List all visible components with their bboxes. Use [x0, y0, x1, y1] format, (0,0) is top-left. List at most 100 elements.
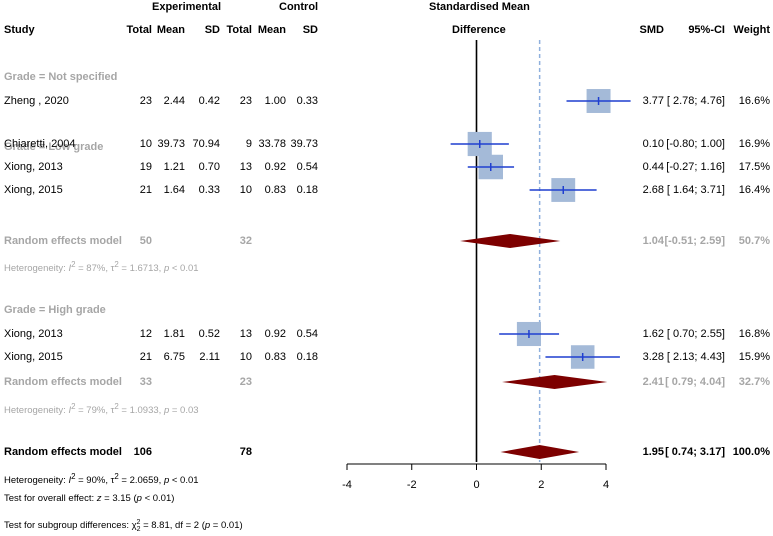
mean-e: 2.44	[163, 95, 185, 107]
study-name: Xiong, 2015	[4, 184, 63, 196]
summary-label: Random effects model	[4, 376, 122, 388]
summary-weight: 32.7%	[738, 376, 770, 388]
header-difference: Difference	[452, 24, 506, 36]
sd-e: 0.70	[198, 161, 220, 173]
total-e: 19	[139, 161, 152, 173]
header-sd-c: SD	[302, 24, 318, 36]
mean-e: 1.81	[163, 328, 185, 340]
header-mean-c: Mean	[257, 24, 286, 36]
smd-value: 2.68	[642, 184, 664, 196]
summary-total-e: 33	[139, 376, 152, 388]
header-weight: Weight	[733, 24, 770, 36]
mean-e: 39.73	[157, 138, 185, 150]
ci-value: [ 2.78; 4.76]	[666, 95, 725, 107]
overall-ci: [ 0.74; 3.17]	[665, 446, 725, 458]
header-smd-title: Standardised Mean	[429, 1, 530, 13]
total-e: 12	[139, 328, 152, 340]
group-label-not-specified: Grade = Not specified	[4, 71, 118, 83]
study-name: Zheng , 2020	[4, 95, 69, 107]
total-c: 23	[239, 95, 252, 107]
overall-weight: 100.0%	[732, 446, 770, 458]
mean-e: 6.75	[163, 351, 185, 363]
x-tick-label: -2	[407, 479, 417, 491]
overall-total-e: 106	[133, 446, 152, 458]
summary-total-c: 32	[239, 235, 252, 247]
total-e: 23	[139, 95, 152, 107]
sd-e: 2.11	[199, 351, 220, 363]
ci-value: [ 0.70; 2.55]	[666, 328, 725, 340]
ci-value: [-0.80; 1.00]	[666, 138, 725, 150]
header-sd-e: SD	[204, 24, 220, 36]
study-name: Chiaretti, 2004	[4, 138, 76, 150]
header-mean-e: Mean	[156, 24, 185, 36]
header-experimental: Experimental	[152, 1, 222, 13]
overall-total-c: 78	[239, 446, 252, 458]
study-name: Xiong, 2015	[4, 351, 63, 363]
weight-value: 16.8%	[738, 328, 770, 340]
header-total-e: Total	[126, 24, 152, 36]
mean-e: 1.21	[163, 161, 185, 173]
summary-diamond	[459, 234, 561, 248]
header-smd: SMD	[639, 24, 664, 36]
summary-diamond	[502, 375, 608, 389]
sd-e: 70.94	[192, 138, 220, 150]
weight-value: 16.4%	[738, 184, 770, 196]
test-overall-effect: Test for overall effect: z = 3.15 (p < 0…	[4, 493, 175, 504]
x-tick-label: -4	[342, 479, 352, 491]
total-c: 10	[239, 351, 252, 363]
sd-c: 0.54	[296, 328, 318, 340]
overall-label: Random effects model	[4, 446, 122, 458]
group-label-high-grade: Grade = High grade	[4, 304, 106, 316]
summary-weight: 50.7%	[738, 235, 770, 247]
overall-smd: 1.95	[642, 446, 664, 458]
heterogeneity-low-grade: Heterogeneity: I2 = 87%, τ2 = 1.6713, p …	[4, 260, 199, 275]
smd-value: 0.44	[642, 161, 664, 173]
study-name: Xiong, 2013	[4, 161, 63, 173]
header-ci: 95%-CI	[688, 24, 725, 36]
sd-c: 0.54	[296, 161, 318, 173]
test-subgroup-differences: Test for subgroup differences: χ22 = 8.8…	[4, 519, 243, 534]
header-study: Study	[4, 24, 35, 36]
mean-c: 0.83	[264, 184, 286, 196]
mean-c: 0.92	[264, 328, 286, 340]
weight-value: 15.9%	[738, 351, 770, 363]
mean-c: 0.83	[264, 351, 286, 363]
study-name: Xiong, 2013	[4, 328, 63, 340]
total-c: 10	[239, 184, 252, 196]
x-tick-label: 4	[603, 479, 609, 491]
summary-ci: [ 0.79; 4.04]	[665, 376, 725, 388]
heterogeneity-high-grade: Heterogeneity: I2 = 79%, τ2 = 1.0933, p …	[4, 402, 199, 417]
sd-e: 0.42	[198, 95, 220, 107]
mean-e: 1.64	[163, 184, 185, 196]
ci-value: [ 2.13; 4.43]	[666, 351, 725, 363]
weight-value: 16.6%	[738, 95, 770, 107]
weight-value: 16.9%	[738, 138, 770, 150]
smd-value: 3.77	[642, 95, 664, 107]
sd-c: 0.33	[296, 95, 318, 107]
total-e: 21	[139, 351, 152, 363]
smd-value: 0.10	[642, 138, 664, 150]
summary-total-e: 50	[139, 235, 152, 247]
total-c: 9	[245, 138, 252, 150]
sd-c: 39.73	[290, 138, 318, 150]
smd-value: 3.28	[642, 351, 664, 363]
sd-e: 0.33	[198, 184, 220, 196]
sd-c: 0.18	[296, 351, 318, 363]
summary-diamond	[500, 445, 580, 459]
smd-value: 1.62	[642, 328, 664, 340]
total-e: 21	[139, 184, 152, 196]
group-label-low-grade: Grade = Low grade	[4, 141, 104, 153]
header-total-c: Total	[226, 24, 252, 36]
mean-c: 1.00	[264, 95, 286, 107]
ci-value: [-0.27; 1.16]	[666, 161, 725, 173]
heterogeneity-overall: Heterogeneity: I2 = 90%, τ2 = 2.0659, p …	[4, 472, 199, 487]
weight-value: 17.5%	[738, 161, 770, 173]
ci-value: [ 1.64; 3.71]	[666, 184, 725, 196]
summary-smd: 2.41	[642, 376, 664, 388]
total-e: 10	[139, 138, 152, 150]
header-control: Control	[279, 1, 319, 13]
mean-c: 0.92	[264, 161, 286, 173]
sd-c: 0.18	[296, 184, 318, 196]
summary-smd: 1.04	[642, 235, 664, 247]
